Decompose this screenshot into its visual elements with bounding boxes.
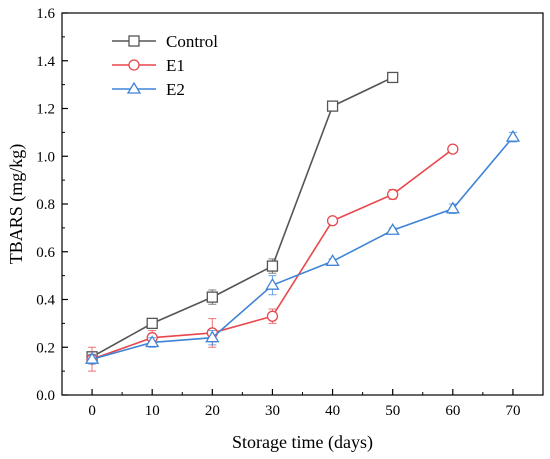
data-point bbox=[326, 100, 339, 112]
x-tick-label: 70 bbox=[505, 403, 520, 419]
series-line bbox=[91, 76, 394, 358]
legend-marker bbox=[128, 59, 140, 71]
data-point bbox=[387, 71, 399, 84]
y-axis-title: TBARS (mg/kg) bbox=[6, 144, 27, 265]
x-tick-label: 20 bbox=[205, 403, 220, 419]
y-tick-label: 0.8 bbox=[36, 197, 55, 213]
y-tick-label: 1.2 bbox=[36, 102, 55, 118]
data-point bbox=[445, 201, 460, 214]
y-tick-label: 0.6 bbox=[36, 245, 55, 261]
y-tick-label: 0.0 bbox=[36, 388, 55, 404]
x-axis-title: Storage time (days) bbox=[232, 432, 373, 453]
data-point bbox=[205, 330, 220, 343]
x-tick-label: 40 bbox=[325, 403, 340, 419]
legend-marker bbox=[126, 81, 142, 94]
data-point bbox=[146, 317, 158, 330]
data-point bbox=[325, 254, 340, 266]
data-point bbox=[145, 335, 160, 348]
x-tick-label: 30 bbox=[265, 403, 280, 419]
series-control bbox=[86, 71, 399, 363]
data-point bbox=[505, 129, 521, 142]
series-layer bbox=[84, 71, 521, 372]
legend-marker bbox=[128, 35, 140, 47]
data-point bbox=[326, 215, 339, 227]
data-point bbox=[265, 277, 280, 290]
series-e1 bbox=[86, 143, 459, 372]
series-line bbox=[91, 136, 514, 360]
legend-item-e1: E1 bbox=[112, 56, 185, 75]
x-tick-label: 50 bbox=[385, 403, 400, 419]
legend-label: E2 bbox=[166, 80, 185, 99]
x-tick-label: 0 bbox=[88, 403, 96, 419]
y-tick-label: 1.4 bbox=[36, 54, 55, 70]
data-point bbox=[266, 260, 279, 272]
legend-label: Control bbox=[166, 32, 218, 51]
x-tick-label: 60 bbox=[445, 403, 460, 419]
y-tick-label: 1.0 bbox=[36, 149, 55, 165]
x-tick-label: 10 bbox=[145, 403, 160, 419]
y-tick-label: 0.4 bbox=[36, 293, 55, 309]
series-e2 bbox=[84, 129, 521, 365]
data-point bbox=[206, 291, 218, 303]
legend: Control E1 E2 bbox=[112, 32, 218, 99]
data-point bbox=[266, 310, 279, 322]
legend-label: E1 bbox=[166, 56, 185, 75]
data-point bbox=[84, 351, 100, 364]
series-line bbox=[91, 148, 454, 360]
data-point bbox=[385, 222, 400, 235]
axes: 0 10 20 30 40 50 60 70 0.0 0.2 0.4 0.6 0.8 1.0 1.2 1.4 1… bbox=[36, 6, 544, 419]
legend-item-control: Control bbox=[112, 32, 218, 51]
data-point bbox=[387, 188, 399, 201]
data-point bbox=[447, 143, 459, 155]
legend-item-e2: E2 bbox=[112, 80, 185, 99]
y-tick-label: 0.2 bbox=[36, 340, 55, 356]
y-tick-label: 1.6 bbox=[36, 6, 55, 22]
